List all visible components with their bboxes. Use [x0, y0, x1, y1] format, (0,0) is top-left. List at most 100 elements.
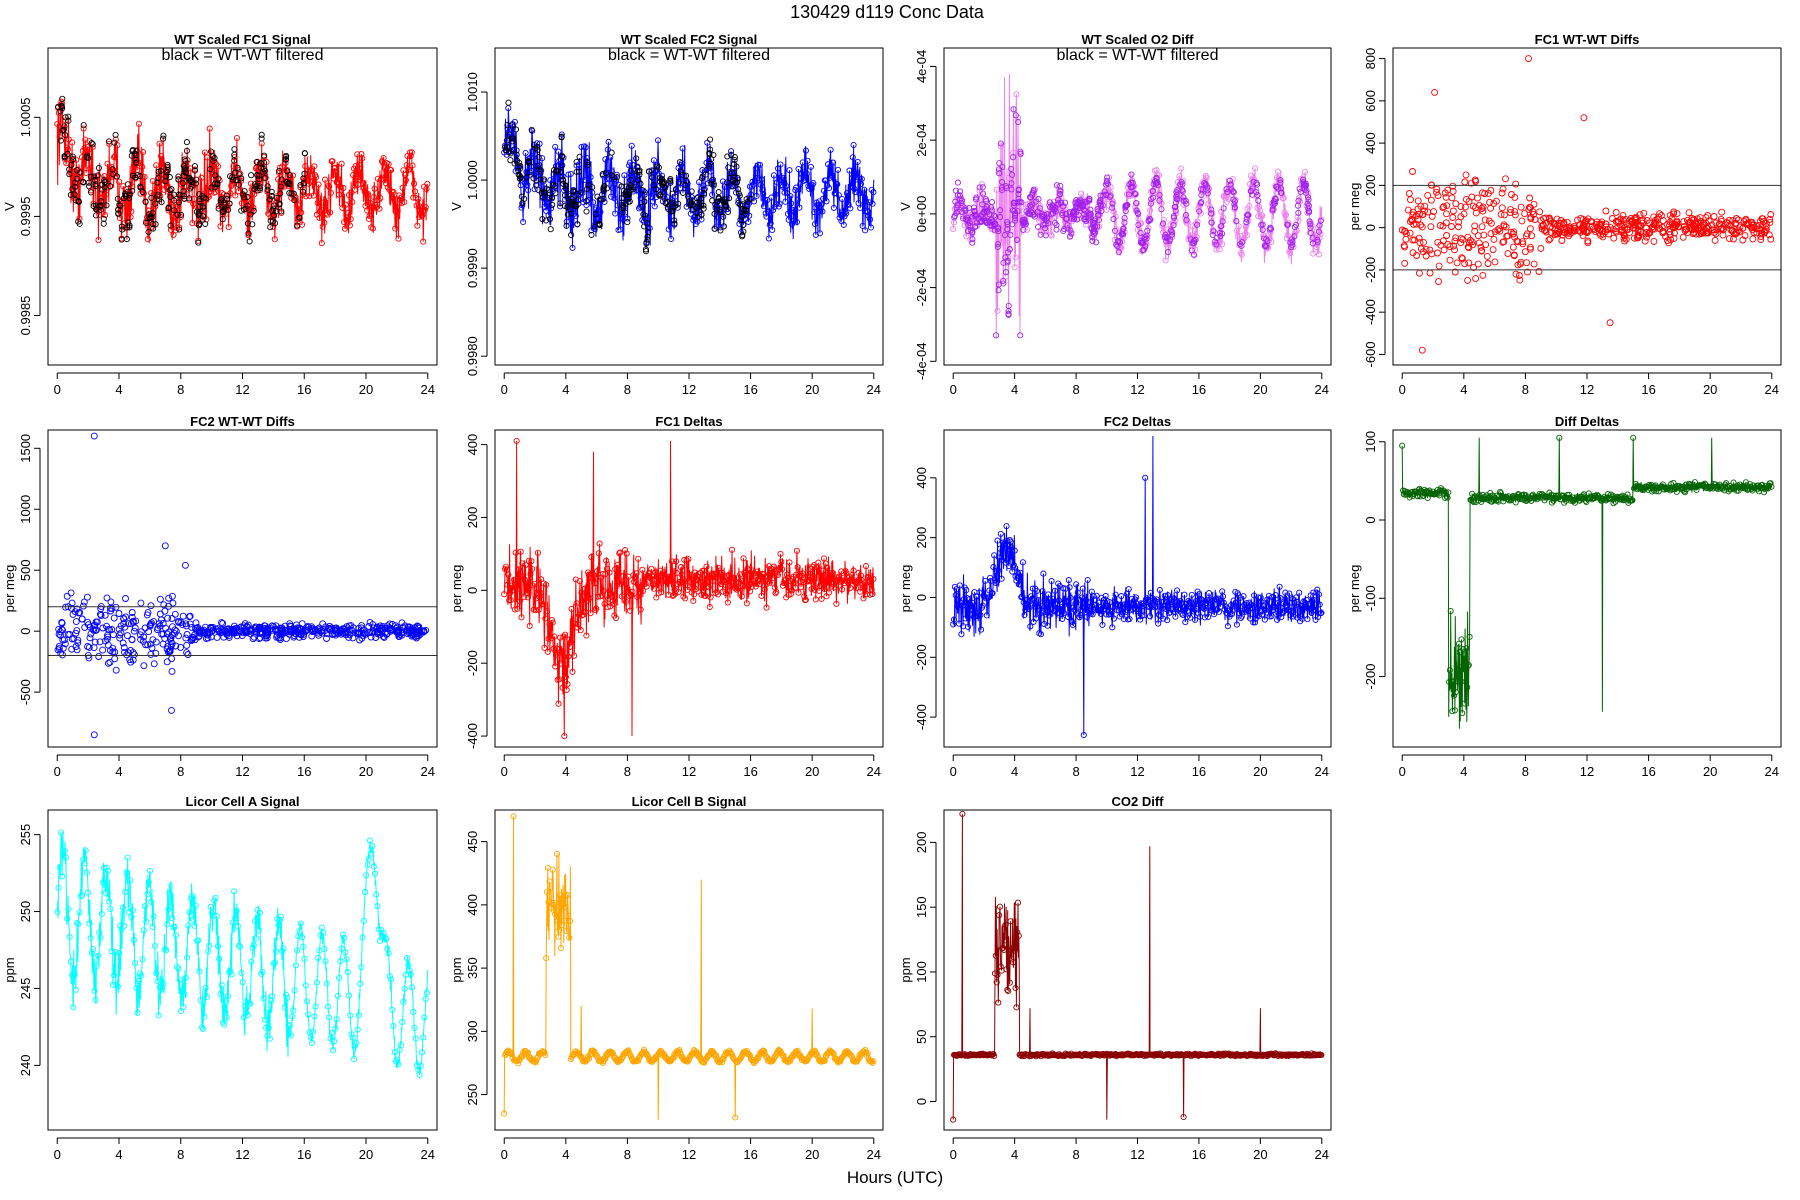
filtered-point — [88, 139, 95, 147]
data-point — [148, 644, 156, 652]
data-point — [1237, 594, 1244, 601]
filtered-point — [83, 154, 90, 161]
data-point — [614, 202, 621, 209]
data-point — [706, 165, 713, 172]
data-point — [856, 190, 863, 197]
data-point — [502, 563, 509, 570]
data-point — [351, 186, 358, 193]
data-point — [637, 606, 644, 613]
filtered-point — [988, 222, 995, 229]
filtered-point — [162, 178, 169, 185]
filtered-point — [215, 205, 222, 212]
panel-title: FC1 WT-WT Diffs — [1535, 32, 1640, 47]
data-point — [314, 627, 322, 635]
x-tick-label: 12 — [235, 764, 249, 779]
data-point — [728, 148, 735, 155]
data-point — [168, 592, 176, 600]
data-point — [788, 221, 796, 228]
filtered-point — [701, 190, 708, 197]
filtered-point — [534, 163, 541, 170]
data-point — [365, 215, 372, 222]
data-point — [795, 589, 802, 596]
data-point — [116, 634, 124, 642]
data-point — [313, 174, 320, 181]
filtered-point — [294, 222, 301, 229]
filtered-point — [260, 159, 268, 166]
data-point — [77, 175, 84, 182]
data-point — [142, 641, 150, 649]
filtered-point — [738, 213, 745, 220]
data-point — [1644, 230, 1652, 238]
y-axis-label: V — [2, 202, 17, 211]
filtered-point — [720, 223, 727, 230]
filtered-point — [1071, 215, 1078, 222]
filtered-point — [955, 208, 962, 215]
data-point — [668, 558, 675, 565]
data-point — [526, 622, 533, 629]
plot-area — [950, 435, 1325, 739]
filtered-point — [1238, 242, 1245, 249]
data-point — [850, 141, 857, 149]
filtered-point — [1070, 209, 1077, 216]
data-point — [198, 174, 205, 181]
filtered-point — [678, 168, 685, 175]
filtered-point — [715, 189, 722, 196]
filtered-point — [706, 160, 714, 167]
data-point — [564, 681, 571, 688]
filtered-point — [656, 192, 663, 199]
data-point — [575, 621, 582, 628]
data-point — [358, 151, 365, 158]
y-tick-label: 500 — [18, 559, 33, 581]
data-point — [1069, 621, 1076, 629]
data-point — [1025, 605, 1032, 613]
data-point — [1036, 630, 1043, 637]
data-point — [156, 140, 163, 147]
data-point — [344, 216, 351, 223]
data-point — [327, 209, 334, 216]
data-point — [516, 598, 523, 605]
filtered-point — [560, 180, 567, 187]
data-point — [186, 620, 194, 628]
data-point — [1634, 228, 1642, 235]
data-point — [596, 540, 603, 547]
data-point — [1472, 204, 1479, 212]
data-point — [1478, 205, 1486, 212]
data-point — [147, 650, 155, 658]
filtered-point — [600, 188, 607, 195]
filtered-point — [186, 177, 193, 184]
filtered-point — [1029, 209, 1036, 216]
data-point — [682, 595, 689, 602]
data-point — [1195, 610, 1202, 617]
data-point — [534, 140, 541, 147]
y-axis-label: per meg — [2, 565, 17, 613]
data-point — [349, 634, 357, 642]
filtered-point — [1209, 231, 1216, 239]
filtered-point — [142, 198, 149, 206]
data-point — [1274, 616, 1281, 623]
data-point — [137, 628, 145, 636]
data-point — [245, 232, 252, 239]
data-point — [393, 204, 400, 211]
filtered-point — [1302, 182, 1309, 189]
filtered-point — [88, 189, 95, 196]
data-point — [1406, 229, 1414, 237]
data-point — [563, 218, 570, 225]
data-point — [1749, 221, 1757, 229]
y-axis-label: V — [898, 202, 913, 211]
data-point — [866, 578, 873, 585]
y-tick-label: 0.9995 — [18, 197, 33, 237]
data-point — [1464, 276, 1472, 284]
filtered-point — [699, 173, 706, 180]
data-point — [1268, 613, 1275, 620]
data-point — [523, 586, 530, 593]
filtered-point — [516, 175, 523, 182]
filtered-point — [526, 169, 533, 176]
filtered-point — [272, 208, 280, 215]
data-point — [1174, 606, 1181, 613]
data-point — [576, 578, 583, 585]
data-point — [1730, 229, 1738, 237]
data-point — [1261, 616, 1268, 623]
data-point — [292, 630, 300, 638]
data-point — [1758, 229, 1766, 237]
